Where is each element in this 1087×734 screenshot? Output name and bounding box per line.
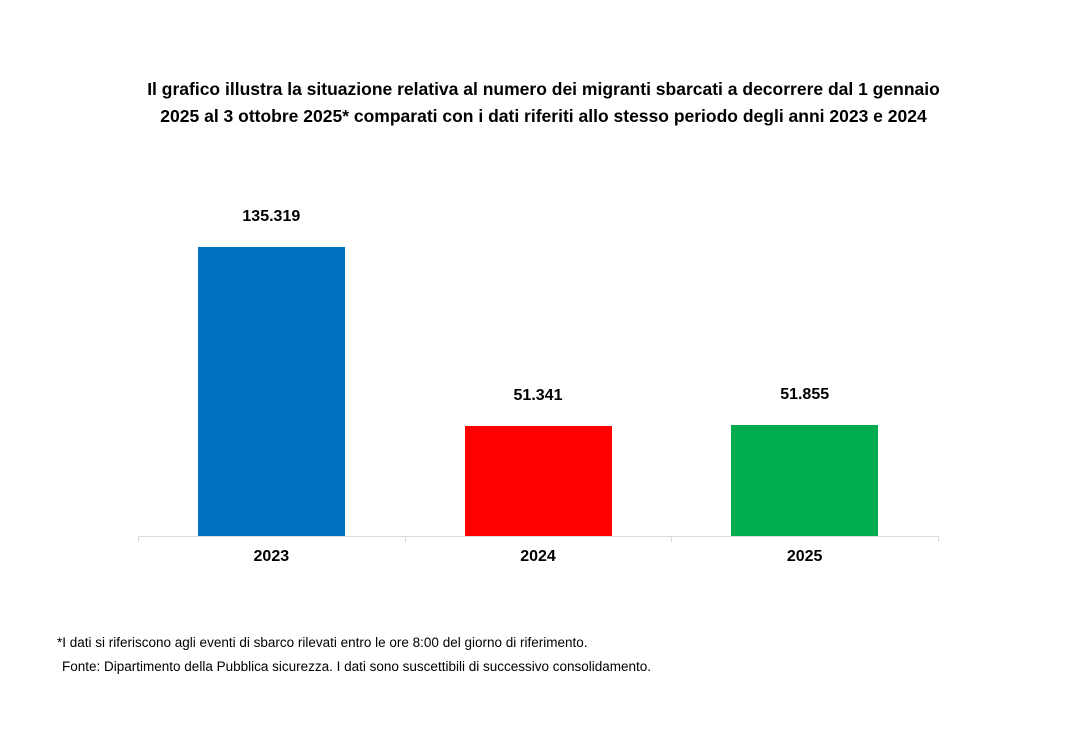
bar-2024 bbox=[464, 426, 612, 536]
x-axis-line bbox=[138, 536, 938, 537]
x-axis-label-2024: 2024 bbox=[520, 548, 556, 565]
x-axis-tick bbox=[938, 536, 939, 542]
x-axis-tick bbox=[404, 536, 406, 542]
bar-2025 bbox=[731, 425, 879, 536]
bar-value-label-2025: 51.855 bbox=[780, 386, 830, 403]
footnotes: *I dati si riferiscono agli eventi di sb… bbox=[57, 631, 651, 679]
bar-value-label-2023: 135.319 bbox=[242, 208, 301, 225]
footnote-source: Fonte: Dipartimento della Pubblica sicur… bbox=[62, 659, 652, 674]
bar-value-label-2024: 51.341 bbox=[513, 387, 563, 404]
x-axis-tick bbox=[138, 536, 139, 542]
x-axis-label-2023: 2023 bbox=[253, 548, 290, 565]
x-axis-label-2025: 2025 bbox=[786, 548, 823, 565]
chart-title: Il grafico illustra la situazione relati… bbox=[147, 79, 940, 126]
x-axis-tick bbox=[671, 536, 673, 542]
footnote-asterisk: *I dati si riferiscono agli eventi di sb… bbox=[57, 635, 588, 650]
bar-2023 bbox=[197, 247, 345, 536]
